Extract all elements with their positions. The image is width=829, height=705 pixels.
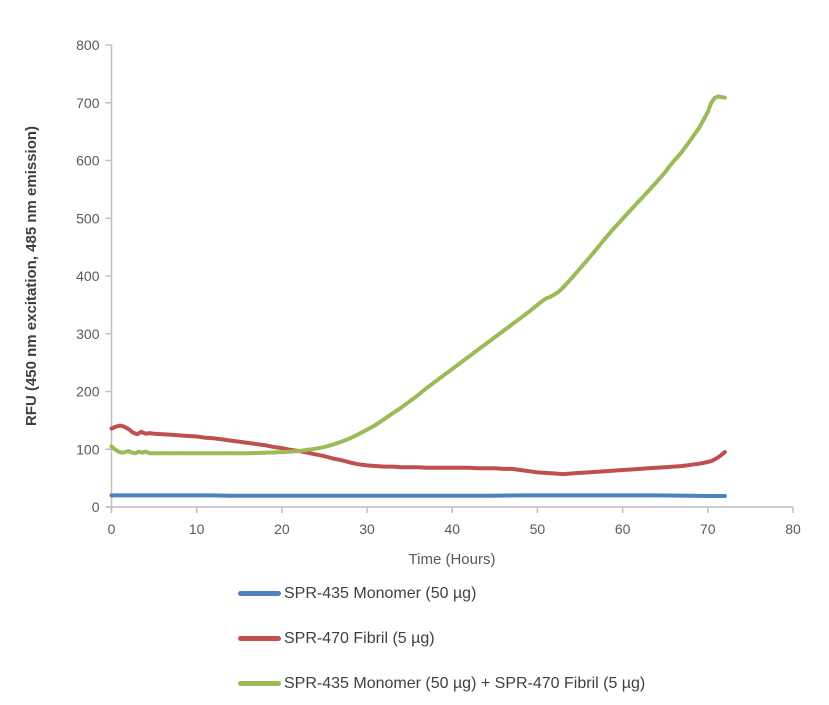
y-tick-label: 400 <box>76 268 100 284</box>
y-tick-label: 700 <box>76 95 100 111</box>
x-tick-label: 60 <box>615 521 631 537</box>
y-tick-label: 0 <box>92 499 100 515</box>
x-tick-label: 20 <box>274 521 290 537</box>
x-tick-label: 30 <box>359 521 375 537</box>
legend-line-swatch-mixture <box>238 681 281 686</box>
series-line-fibril <box>109 423 727 477</box>
x-tick-label: 70 <box>700 521 716 537</box>
legend: SPR-435 Monomer (50 µg) SPR-470 Fibril (… <box>238 583 645 705</box>
y-tick-label: 800 <box>76 37 100 53</box>
legend-label-mixture: SPR-435 Monomer (50 µg) + SPR-470 Fibril… <box>284 674 646 692</box>
legend-item-fibril: SPR-470 Fibril (5 µg) <box>238 628 645 649</box>
series-lines <box>109 94 727 498</box>
x-tick-label: 10 <box>189 521 205 537</box>
axes: 0 100 200 300 400 500 600 700 800 0 10 20 30 40 50 60 70… <box>76 37 801 537</box>
x-tick-label: 50 <box>530 521 546 537</box>
y-tick-label: 200 <box>76 384 100 400</box>
x-tick-label: 40 <box>444 521 460 537</box>
legend-label-fibril: SPR-470 Fibril (5 µg) <box>284 629 435 647</box>
y-tick-label: 100 <box>76 441 100 457</box>
legend-line-swatch-fibril <box>238 636 281 641</box>
series-line-mixture <box>109 94 727 456</box>
series-line-monomer <box>109 493 727 498</box>
legend-item-monomer: SPR-435 Monomer (50 µg) <box>238 583 645 604</box>
legend-item-mixture: SPR-435 Monomer (50 µg) + SPR-470 Fibril… <box>238 673 645 694</box>
x-axis-title: Time (Hours) <box>409 551 496 568</box>
y-tick-label: 500 <box>76 210 100 226</box>
x-tick-label: 80 <box>785 521 801 537</box>
y-axis-title: RFU (450 nm excitation, 485 nm emission) <box>23 126 40 426</box>
x-tick-label: 0 <box>108 521 116 537</box>
legend-line-swatch-monomer <box>238 591 281 596</box>
y-tick-label: 300 <box>76 326 100 342</box>
legend-label-monomer: SPR-435 Monomer (50 µg) <box>284 584 477 602</box>
y-tick-label: 600 <box>76 153 100 169</box>
